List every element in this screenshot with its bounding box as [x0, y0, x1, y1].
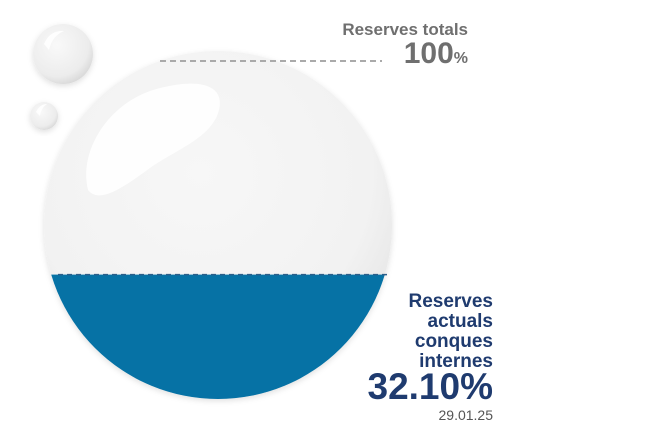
- current-value: 32.10%: [367, 366, 494, 407]
- small-bubble-large-highlight: [44, 30, 64, 50]
- small-bubble-small: [30, 102, 58, 130]
- current-date: 29.01.25: [438, 407, 494, 423]
- sphere-highlight: [86, 83, 220, 196]
- current-label: Reserves actuals conques internes: [330, 292, 493, 372]
- current-label-line-3: conques: [414, 331, 493, 352]
- total-value-number: 100: [403, 37, 454, 70]
- total-value-unit: %: [453, 50, 468, 67]
- small-bubble-small-highlight: [36, 104, 47, 116]
- current-label-line-4: internes: [419, 351, 493, 372]
- total-value: 100%: [300, 38, 468, 75]
- small-bubble-large: [33, 24, 93, 84]
- total-label: Reserves totals: [342, 20, 468, 39]
- current-label-line-2: actuals: [427, 311, 493, 332]
- current-label-line-1: Reserves: [408, 291, 493, 312]
